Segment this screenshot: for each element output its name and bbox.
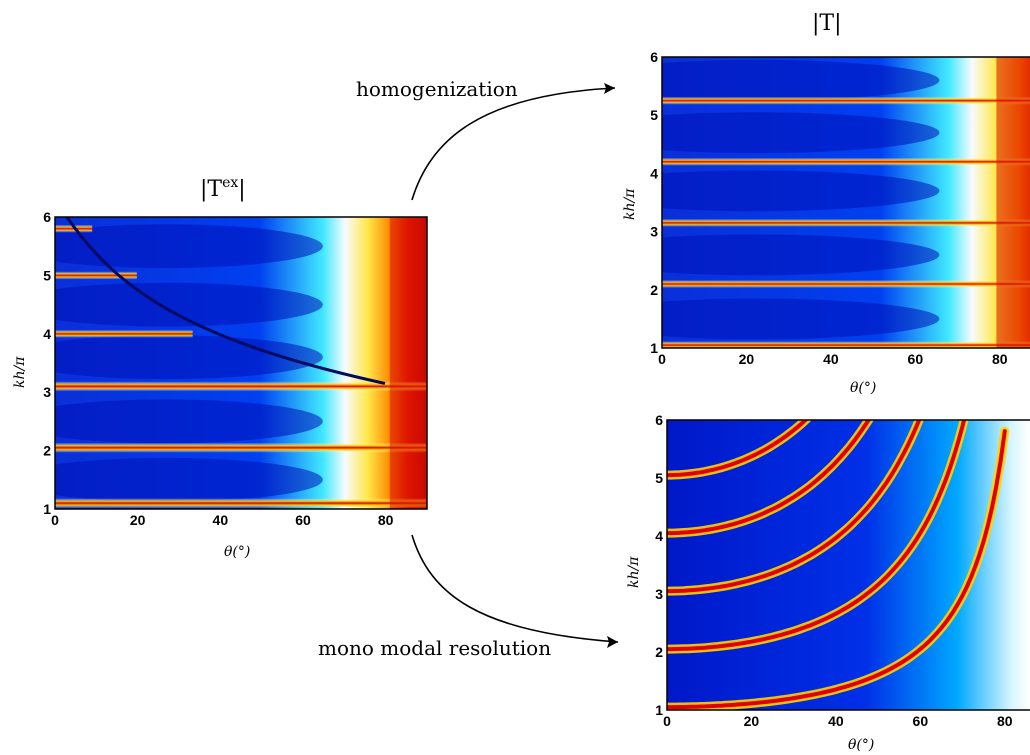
top-right-plot-frame bbox=[661, 56, 1030, 349]
x-tick-label: 40 bbox=[828, 713, 844, 729]
y-tick-label: 1 bbox=[650, 340, 658, 356]
left-plot-frame bbox=[54, 216, 428, 510]
x-tick-label: 0 bbox=[658, 351, 666, 367]
y-tick-label: 6 bbox=[655, 412, 663, 428]
y-tick-label: 2 bbox=[655, 644, 663, 660]
x-tick-label: 60 bbox=[295, 512, 311, 528]
bottom-right-panel: 0 20 40 60 80 1 2 3 4 5 6 θ(°) kh/π bbox=[626, 412, 1030, 753]
y-tick-label: 6 bbox=[650, 49, 658, 65]
bottom-right-plot-frame bbox=[666, 419, 1030, 711]
bottom-right-heatmap bbox=[667, 420, 1030, 710]
y-tick-label: 4 bbox=[655, 528, 663, 544]
y-tick-label: 3 bbox=[650, 224, 658, 240]
y-tick-label: 2 bbox=[650, 282, 658, 298]
left-panel: |Tex| 0 20 40 60 80 1 2 3 4 5 6 θ(°) kh/π bbox=[12, 175, 428, 560]
y-tick-label: 3 bbox=[43, 384, 51, 400]
left-axis-ticks: 0 20 40 60 80 1 2 3 4 5 6 bbox=[43, 209, 393, 528]
top-right-xlabel: θ(°) bbox=[850, 380, 876, 396]
left-ylabel: kh/π bbox=[12, 356, 28, 388]
top-right-title: |T| bbox=[812, 11, 842, 36]
homogenization-label: homogenization bbox=[356, 77, 518, 101]
y-tick-label: 3 bbox=[655, 586, 663, 602]
x-tick-label: 80 bbox=[997, 713, 1013, 729]
top-right-ylabel: kh/π bbox=[622, 188, 638, 220]
y-tick-label: 4 bbox=[650, 165, 658, 181]
x-tick-label: 0 bbox=[663, 713, 671, 729]
bottom-right-axis-ticks: 0 20 40 60 80 1 2 3 4 5 6 bbox=[655, 412, 1013, 729]
x-tick-label: 40 bbox=[213, 512, 229, 528]
y-tick-label: 2 bbox=[43, 443, 51, 459]
bottom-right-ylabel: kh/π bbox=[626, 556, 642, 588]
x-tick-label: 20 bbox=[744, 713, 760, 729]
y-tick-label: 6 bbox=[43, 209, 51, 225]
x-tick-label: 60 bbox=[913, 713, 929, 729]
y-tick-label: 5 bbox=[650, 107, 658, 123]
y-tick-label: 5 bbox=[43, 267, 51, 283]
y-tick-label: 1 bbox=[43, 501, 51, 517]
bottom-right-xlabel: θ(°) bbox=[848, 737, 874, 753]
top-right-heatmap bbox=[662, 57, 1030, 348]
x-tick-label: 20 bbox=[130, 512, 146, 528]
top-right-axis-ticks: 0 20 40 60 80 1 2 3 4 5 6 bbox=[650, 49, 1008, 367]
x-tick-label: 0 bbox=[51, 512, 59, 528]
x-tick-label: 80 bbox=[992, 351, 1008, 367]
x-tick-label: 40 bbox=[823, 351, 839, 367]
left-panel-title: |Tex| bbox=[200, 175, 246, 202]
mono-modal-label: mono modal resolution bbox=[318, 636, 551, 660]
arrowhead-icon bbox=[607, 636, 618, 648]
x-tick-label: 60 bbox=[908, 351, 924, 367]
mono-modal-arrow: mono modal resolution bbox=[318, 534, 619, 660]
homogenization-arrow: homogenization bbox=[356, 77, 616, 201]
top-right-panel: |T| 0 20 40 60 80 1 2 3 4 5 6 θ(°) kh/π bbox=[622, 11, 1030, 396]
y-tick-label: 1 bbox=[655, 702, 663, 718]
x-tick-label: 20 bbox=[739, 351, 755, 367]
x-tick-label: 80 bbox=[378, 512, 394, 528]
left-heatmap bbox=[55, 217, 427, 509]
arrowhead-icon bbox=[604, 83, 615, 94]
y-tick-label: 5 bbox=[655, 470, 663, 486]
y-tick-label: 4 bbox=[43, 326, 51, 342]
left-xlabel: θ(°) bbox=[224, 544, 250, 560]
